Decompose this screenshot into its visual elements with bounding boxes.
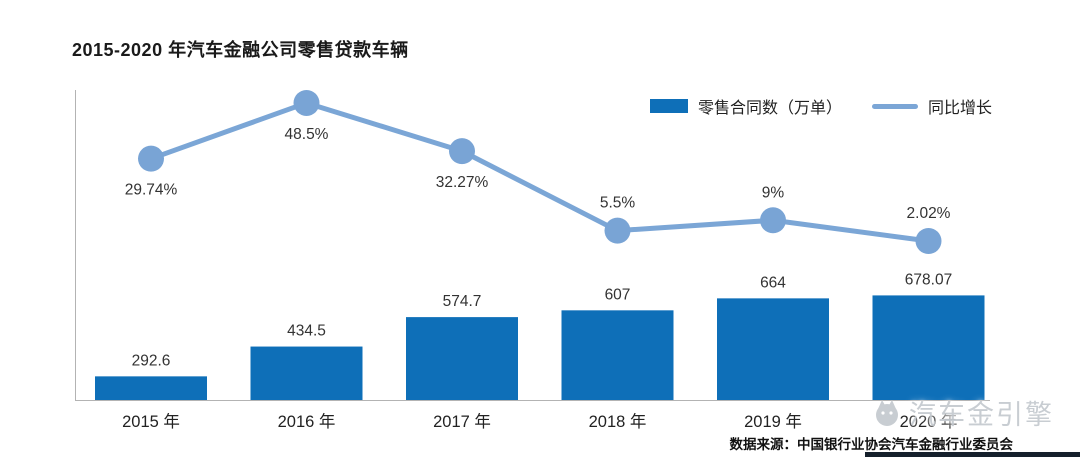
bar-swatch-icon: [649, 99, 688, 113]
x-axis-label: 2015 年: [122, 412, 180, 431]
bar-2015 年: [95, 376, 207, 400]
line-marker: [138, 145, 164, 172]
cat-logo-icon: [876, 399, 898, 426]
line-marker: [760, 207, 786, 234]
x-axis-label: 2016 年: [278, 412, 336, 431]
line-series: [148, 100, 931, 244]
line-marker: [293, 89, 320, 116]
chart-legend: 零售合同数（万单） 同比增长: [649, 94, 992, 118]
watermark-text: 汽车金引擎: [909, 400, 1054, 430]
line-marker: [915, 228, 942, 255]
bar-2020 年: [872, 295, 985, 400]
bar-value-label: 664: [760, 274, 786, 291]
bar-2017 年: [406, 317, 518, 400]
pct-label: 29.74%: [125, 182, 178, 199]
bar-2018 年: [561, 310, 674, 400]
pct-label: 9%: [762, 184, 785, 201]
line-swatch-icon: [871, 103, 918, 109]
bar-value-label: 678.07: [905, 271, 952, 288]
bar-2019 年: [717, 298, 829, 400]
legend-item-line: 同比增长: [871, 94, 992, 118]
x-axis-label: 2018 年: [589, 412, 647, 431]
pct-label: 32.27%: [436, 174, 489, 191]
line-marker: [449, 138, 475, 165]
watermark: 汽车金引擎: [872, 393, 1054, 432]
bar-value-label: 434.5: [287, 323, 326, 340]
legend-bar-label: 零售合同数（万单）: [697, 100, 842, 117]
bar-value-label: 574.7: [443, 293, 482, 310]
x-axis-label: 2019 年: [744, 412, 802, 431]
legend-item-bar: 零售合同数（万单）: [649, 94, 842, 118]
pct-label: 48.5%: [285, 126, 329, 143]
pct-label: 5.5%: [600, 195, 636, 212]
bar-value-label: 607: [605, 286, 631, 303]
legend-line-label: 同比增长: [927, 100, 992, 117]
bar-2016 年: [250, 346, 363, 400]
page-title: 2015-2020 年汽车金融公司零售贷款车辆: [72, 40, 409, 60]
footer-accent-bar: [865, 452, 1080, 457]
bar-value-label: 292.6: [132, 352, 171, 369]
x-axis-label: 2017 年: [433, 412, 491, 431]
source-note: 数据来源：中国银行业协会汽车金融行业委员会: [729, 437, 1014, 452]
line-marker: [604, 217, 631, 244]
x-axis-label: 2020 年: [900, 412, 958, 431]
pct-label: 2.02%: [907, 205, 951, 222]
